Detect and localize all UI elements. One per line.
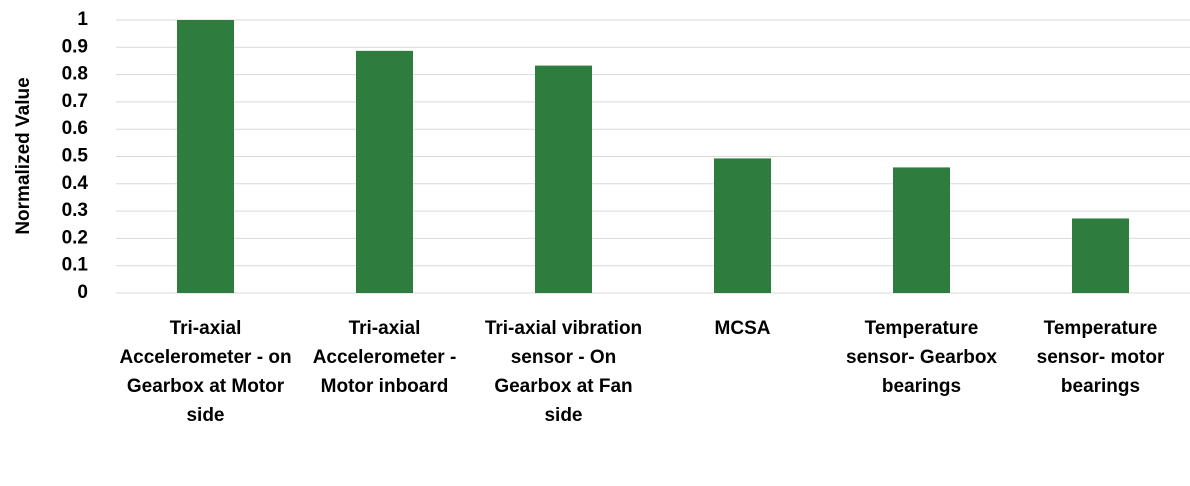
y-tick-label: 0.3 — [62, 200, 88, 221]
y-tick-label: 0.8 — [62, 64, 88, 85]
bar — [177, 20, 234, 293]
y-tick-label: 0.6 — [62, 118, 88, 139]
y-tick-label: 0.7 — [62, 91, 88, 112]
y-tick-label: 0 — [77, 282, 88, 303]
bar — [714, 158, 771, 293]
bar — [535, 65, 592, 293]
bar — [1072, 218, 1129, 293]
y-tick-label: 0.2 — [62, 227, 88, 248]
x-tick-label: Temperature sensor- motor bearings — [1036, 318, 1165, 397]
x-tick-label: Tri-axial vibration sensor - On Gearbox … — [484, 318, 643, 426]
y-axis-title: Normalized Value — [13, 77, 34, 234]
y-tick-label: 0.1 — [62, 255, 89, 276]
y-tick-label: 0.5 — [62, 146, 89, 167]
x-tick-label: MCSA — [714, 318, 771, 339]
y-tick-label: 1 — [77, 9, 88, 30]
y-tick-label: 0.4 — [62, 173, 89, 194]
bar — [893, 167, 950, 293]
bar — [356, 50, 413, 293]
y-tick-label: 0.9 — [62, 36, 88, 57]
x-tick-label: Temperature sensor- Gearbox bearings — [846, 318, 997, 397]
x-tick-label: Tri-axial Accelerometer - Motor inboard — [312, 318, 457, 397]
x-tick-label: Tri-axial Accelerometer - on Gearbox at … — [119, 318, 292, 426]
